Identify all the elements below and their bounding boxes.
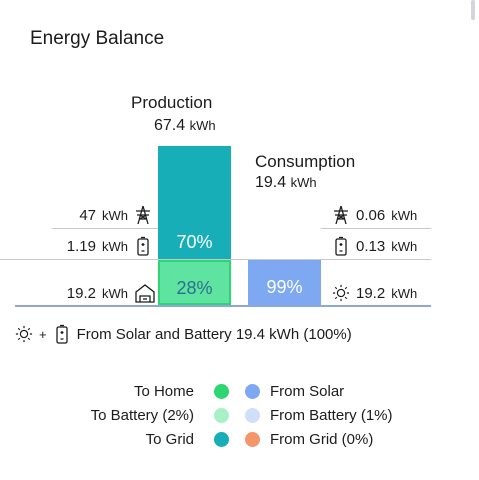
from-battery-unit: kWh <box>391 238 418 254</box>
page-title: Energy Balance <box>30 28 165 49</box>
baseline-axis <box>15 305 431 307</box>
power-tower-icon <box>334 205 348 225</box>
consumption-total: 19.4 kWh <box>255 174 317 192</box>
legend-from-battery-label: From Battery (1%) <box>270 407 393 424</box>
guide-line-mid <box>0 259 431 260</box>
home-icon <box>135 284 155 303</box>
sun-icon <box>332 284 350 302</box>
legend-to-grid-dot <box>214 432 229 447</box>
from-grid-unit: kWh <box>391 207 418 223</box>
consumption-from-battery-row: 0.13 kWh <box>332 236 442 256</box>
legend-from-grid-label: From Grid (0%) <box>270 431 374 448</box>
consumption-pct: 99% <box>266 277 303 297</box>
consumption-total-unit: kWh <box>290 175 317 190</box>
production-to-home-row: 19.2 kWh <box>40 283 156 303</box>
legend-from-grid-dot <box>245 432 260 447</box>
sun-icon <box>15 325 33 343</box>
from-grid-value: 0.06 <box>356 206 386 224</box>
production-total-unit: kWh <box>189 118 216 133</box>
summary-row: + From Solar and Battery 19.4 kWh (100%) <box>15 324 352 344</box>
production-to-grid-bar[interactable]: 70% <box>158 146 231 260</box>
legend-to-grid-label: To Grid <box>145 431 194 448</box>
from-solar-value: 19.2 <box>356 284 386 302</box>
legend-from-battery-dot <box>245 408 260 423</box>
consumption-total-value: 19.4 <box>255 174 287 191</box>
production-to-grid-row: 47 kWh <box>40 205 152 225</box>
scroll-indicator[interactable] <box>471 0 475 20</box>
production-to-home-bar[interactable]: 28% <box>158 260 231 305</box>
power-tower-icon <box>136 205 150 225</box>
guide-line-to-grid <box>52 228 158 229</box>
legend-from-solar-label: From Solar <box>270 383 345 400</box>
to-battery-value: 1.19 <box>66 237 96 255</box>
to-grid-unit: kWh <box>102 207 128 223</box>
production-total: 67.4 kWh <box>154 117 216 135</box>
battery-icon <box>55 324 68 344</box>
legend-from-solar-dot <box>245 384 260 399</box>
production-total-value: 67.4 <box>154 117 186 134</box>
consumption-from-solar-row: 19.2 kWh <box>332 283 442 303</box>
legend-to-battery-dot <box>214 408 229 423</box>
from-battery-value: 0.13 <box>356 237 386 255</box>
battery-icon <box>137 236 149 256</box>
to-home-unit: kWh <box>102 285 128 301</box>
summary-plus: + <box>39 326 47 342</box>
summary-text: From Solar and Battery 19.4 kWh (100%) <box>76 325 352 343</box>
legend-to-home-label: To Home <box>133 383 194 400</box>
from-solar-unit: kWh <box>391 285 418 301</box>
production-to-battery-row: 1.19 kWh <box>40 236 152 256</box>
production-lower-pct: 28% <box>176 278 213 298</box>
to-grid-value: 47 <box>79 206 96 224</box>
consumption-from-solar-bar[interactable]: 99% <box>248 260 321 305</box>
to-battery-unit: kWh <box>102 238 128 254</box>
legend-to-home-dot <box>214 384 229 399</box>
legend-to-battery-label: To Battery (2%) <box>90 407 194 424</box>
battery-icon <box>335 236 347 256</box>
production-label: Production <box>131 93 213 112</box>
guide-line-from-grid <box>321 228 431 229</box>
consumption-from-grid-row: 0.06 kWh <box>332 205 442 225</box>
consumption-label: Consumption <box>255 152 356 171</box>
to-home-value: 19.2 <box>66 284 96 302</box>
production-upper-pct: 70% <box>176 232 213 252</box>
